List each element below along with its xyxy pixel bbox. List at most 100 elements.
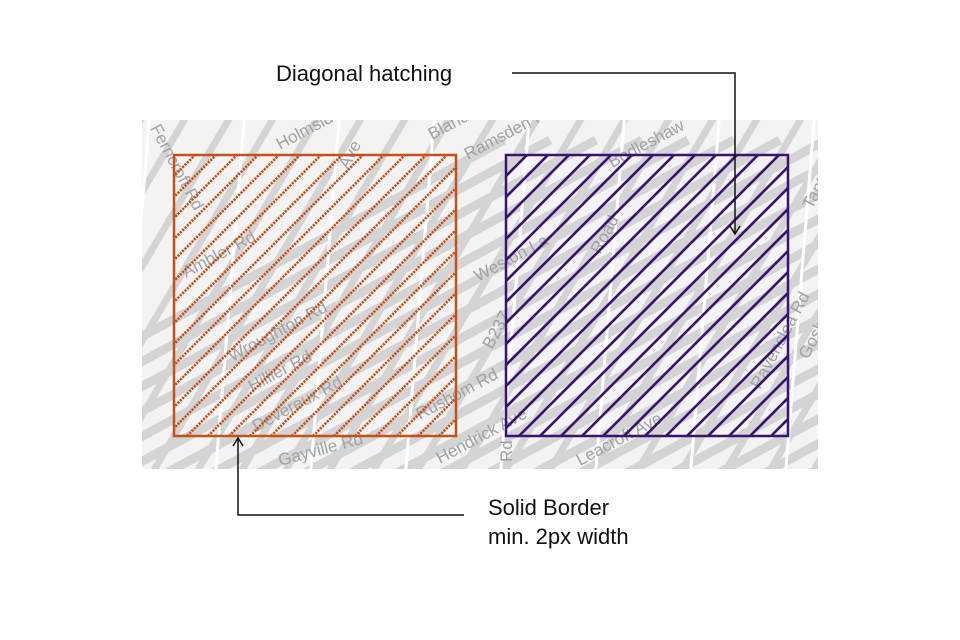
- hatch-line: [506, 155, 633, 283]
- road-label: Rd: [497, 440, 516, 462]
- road: [309, 120, 341, 469]
- road: [142, 120, 189, 199]
- hatch-line: [174, 155, 343, 325]
- hatch-line: [581, 228, 788, 436]
- orange-hatching: [174, 155, 456, 436]
- road: [142, 120, 151, 228]
- hatch-line: [506, 155, 570, 220]
- hatch-line: [174, 155, 238, 220]
- hatch-line: [506, 155, 654, 304]
- road: [946, 80, 960, 470]
- hatch-line: [270, 249, 456, 436]
- road: [766, 381, 818, 469]
- hatch-line: [506, 155, 780, 430]
- hatch-line: [174, 155, 385, 367]
- road: [150, 120, 365, 469]
- road: [326, 120, 541, 469]
- road: [624, 363, 818, 469]
- hatch-line: [174, 155, 406, 388]
- hatching-label: Diagonal hatching: [276, 61, 453, 86]
- road: [689, 120, 721, 469]
- hatch-line: [728, 375, 788, 436]
- hatch-line: [333, 312, 456, 436]
- arrow-head-icon: [729, 225, 741, 236]
- border-callout-arrow: [232, 436, 464, 516]
- hatch-line: [174, 155, 427, 409]
- road: [502, 120, 717, 469]
- hatch-line: [174, 155, 301, 283]
- hatch-line: [939, 155, 960, 436]
- road: [194, 120, 409, 469]
- road: [142, 120, 233, 274]
- hatch-line: [918, 155, 960, 436]
- hatch-line: [506, 155, 612, 262]
- road: [954, 140, 960, 520]
- road: [142, 136, 553, 367]
- hatch-line: [207, 186, 456, 436]
- hatch-line: [174, 155, 322, 304]
- border-label-line2: min. 2px width: [488, 524, 629, 549]
- orange-area-border: [172, 153, 458, 438]
- hatch-line: [644, 291, 788, 436]
- road: [816, 140, 960, 520]
- hatch-line: [623, 270, 788, 436]
- hatch-line: [602, 249, 788, 436]
- hatch-line: [813, 155, 960, 436]
- road: [902, 80, 960, 470]
- road: [578, 338, 818, 469]
- road: [716, 413, 818, 469]
- road: [862, 140, 960, 520]
- hatching-callout-arrow: [512, 72, 741, 236]
- hatch-line: [665, 312, 788, 436]
- road: [762, 438, 818, 469]
- hatch-line: [506, 155, 591, 241]
- hatch-line: [686, 333, 788, 436]
- hatch-line: [291, 270, 456, 436]
- hatch-line: [375, 354, 456, 436]
- hatch-line: [186, 165, 456, 436]
- road: [142, 136, 507, 342]
- hatch-line: [174, 155, 448, 430]
- hatch-line: [174, 155, 280, 262]
- purple-area: [504, 153, 960, 438]
- hatch-line: [174, 155, 364, 346]
- road: [142, 120, 145, 125]
- road: [670, 388, 818, 469]
- hatch-line: [539, 186, 788, 436]
- hatch-line: [506, 155, 759, 409]
- hatch-line: [228, 207, 456, 436]
- road: [908, 140, 960, 520]
- road: [810, 456, 818, 469]
- orange-area: [172, 153, 458, 438]
- road: [256, 164, 818, 469]
- purple-area-border: [504, 153, 790, 438]
- road: [784, 120, 816, 469]
- arrow-head-icon: [232, 436, 244, 447]
- hatch-line: [506, 155, 717, 367]
- hatch-line: [249, 228, 456, 436]
- road: [546, 120, 761, 469]
- hatch-line: [707, 354, 788, 436]
- border-label-line1: Solid Border: [488, 495, 610, 520]
- basemap: Ferncroft Rd Holmside Blandfield Rd Rams…: [142, 80, 960, 520]
- hatch-line: [354, 333, 456, 436]
- hatch-line: [174, 155, 259, 241]
- hatch-line: [855, 155, 960, 436]
- road: [458, 120, 673, 469]
- hatch-line: [506, 155, 738, 388]
- hatch-line: [876, 155, 960, 436]
- hatch-line: [897, 155, 960, 436]
- road: [858, 80, 960, 470]
- hatch-line: [396, 375, 456, 436]
- road: [142, 120, 321, 423]
- road: [722, 307, 818, 469]
- hatch-line: [506, 155, 696, 346]
- road: [142, 136, 599, 392]
- hatch-line: [834, 155, 960, 436]
- hatch-line: [518, 165, 788, 436]
- road: [214, 120, 246, 469]
- border-label: Solid Border min. 2px width: [488, 493, 629, 551]
- hatch-line: [506, 155, 675, 325]
- purple-hatching: [506, 155, 960, 436]
